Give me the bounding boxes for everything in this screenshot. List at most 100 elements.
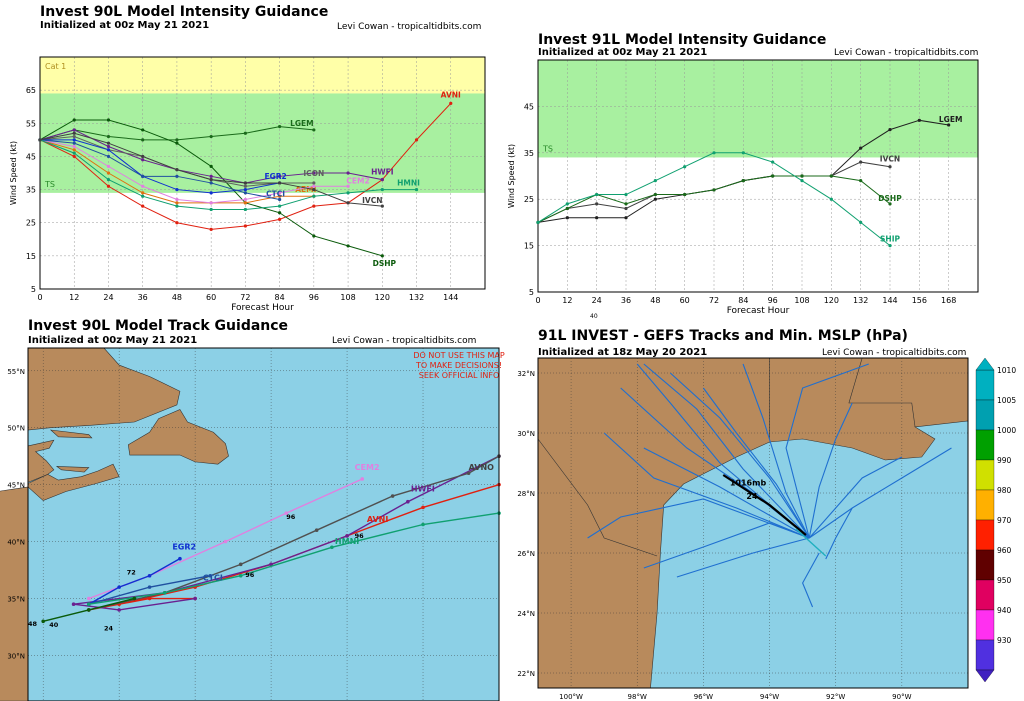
panel-title: Invest 91L Model Intensity Guidance	[538, 32, 827, 48]
ensemble-track	[802, 552, 820, 608]
colorbar-segment	[975, 519, 995, 551]
series-label-ivcn: IVCN	[362, 196, 382, 205]
track-panel-90l: Invest 90L Model Track Guidance Initiali…	[0, 318, 510, 701]
gefs-panel-91l: 91L INVEST - GEFS Tracks and Min. MSLP (…	[510, 318, 1024, 701]
warning-text: SEEK OFFICIAL INFO	[419, 371, 500, 380]
colorbar-tick-label: 1010	[997, 366, 1016, 375]
data-point-ship	[595, 192, 599, 197]
data-point-ivcn	[346, 201, 350, 205]
track-point-hwfi	[71, 602, 76, 607]
data-point-aemi	[175, 201, 179, 205]
track-point-hwfi	[406, 499, 410, 504]
lon-tick-label: 90°W	[892, 693, 911, 701]
data-point-avni	[141, 204, 145, 208]
data-point-hmni	[141, 194, 145, 198]
data-point-ship	[624, 192, 628, 197]
data-point-hmni	[312, 194, 316, 198]
track-label: AVNO	[469, 463, 495, 472]
data-point-dshp	[278, 211, 282, 215]
data-point-dshp	[888, 202, 892, 206]
data-point-ctci	[141, 174, 145, 178]
data-point-lgem	[175, 138, 179, 142]
data-point-dshp	[175, 141, 179, 145]
data-point-lgem	[243, 131, 247, 135]
series-label-lgem: LGEM	[939, 115, 963, 124]
data-point-cem2	[312, 184, 316, 188]
warning-text: DO NOT USE THIS MAP	[413, 351, 505, 360]
y-tick-label: 55	[26, 119, 36, 128]
series-label-icon: ICON	[303, 169, 324, 178]
newfoundland-landmass	[127, 409, 229, 465]
lon-tick-label: 100°W	[559, 693, 583, 701]
colorbar-segment	[975, 489, 995, 521]
series-line-hmni	[39, 139, 417, 210]
colorbar-tick-label: 980	[997, 486, 1012, 495]
x-tick-label: 24	[103, 293, 113, 302]
band-ts	[538, 60, 978, 158]
data-point-cem2	[243, 197, 247, 202]
track-point-egr2	[117, 585, 121, 589]
data-point-lgem	[595, 216, 599, 220]
y-tick-label: 15	[26, 252, 36, 261]
data-point-aemi	[278, 194, 282, 198]
data-point-cem2	[175, 197, 179, 202]
panel-credit: Levi Cowan - tropicaltidbits.com	[834, 48, 979, 58]
band-label: TS	[542, 144, 553, 153]
series-line-egr2	[40, 139, 280, 194]
data-point-lgem	[653, 197, 657, 201]
data-point-ctci	[72, 141, 76, 145]
data-point-ctci	[106, 154, 111, 159]
x-tick-label: 0	[535, 296, 540, 305]
data-point-hmni	[106, 178, 111, 182]
data-point-avni	[209, 227, 213, 231]
ensemble-track	[669, 372, 810, 539]
data-point-ivcn	[595, 202, 599, 206]
y-tick-label: 25	[524, 195, 534, 204]
lat-tick-label: 22°N	[517, 670, 535, 678]
colorbar-arrow-top	[975, 357, 995, 371]
band-label: Cat 1	[45, 62, 66, 71]
intensity-panel-90l: Invest 90L Model Intensity Guidance Init…	[0, 0, 500, 315]
data-point-ship	[653, 179, 657, 183]
ensemble-track	[676, 537, 810, 578]
lon-tick-label: 96°W	[694, 693, 713, 701]
x-tick-label: 36	[138, 293, 148, 302]
track-label: 72	[127, 569, 136, 577]
gefs-map-91l: 100°W 98°W 96°W 94°W 92°W 90°W 22°N 24°N 26°N 28°…	[517, 357, 1016, 701]
data-point-dshp	[741, 179, 745, 183]
x-tick-label: 108	[794, 296, 809, 305]
y-axis-label: Wind Speed (kt)	[507, 144, 516, 208]
data-point-icon	[312, 181, 316, 185]
data-point-hwfi	[312, 171, 316, 175]
x-tick-label: 48	[172, 293, 182, 302]
lat-tick-label: 30°N	[7, 652, 25, 660]
intensity-panel-91l: Invest 91L Model Intensity Guidance Init…	[500, 0, 1024, 320]
series-label-egr2: EGR2	[264, 172, 286, 181]
data-point-hwfi	[106, 144, 111, 149]
data-point-egr2	[209, 191, 213, 195]
ensemble-track	[825, 507, 853, 560]
data-point-ivcn	[243, 181, 247, 185]
labrador-landmass	[27, 347, 181, 431]
colorbar-tick-label: 940	[997, 606, 1012, 615]
track-label: 96	[286, 513, 296, 521]
x-tick-label: 84	[275, 293, 285, 302]
nova-scotia-landmass	[27, 463, 120, 501]
data-point-egr2	[72, 138, 76, 142]
data-point-ctci	[243, 191, 247, 195]
plot-frame	[39, 56, 486, 290]
data-point-lgem	[106, 134, 111, 139]
data-point-ship	[829, 197, 833, 201]
panel-title: Invest 90L Model Track Guidance	[28, 318, 289, 334]
series-label-avni: AVNI	[441, 90, 461, 99]
data-point-ship	[565, 202, 569, 206]
track-line-hwfi	[73, 455, 500, 611]
data-point-dshp	[712, 188, 716, 192]
data-point-ctci	[209, 181, 213, 185]
data-point-cem2	[209, 201, 213, 205]
track-point-trk3	[132, 596, 137, 601]
intensity-chart-91l: TS 5 15 25 35 45 0 12 24 36 48 60 72 84 96 108 120 132 144…	[507, 59, 979, 315]
ensemble-track	[742, 363, 810, 539]
track-label: EGR2	[172, 543, 196, 552]
lat-tick-label: 32°N	[517, 370, 535, 378]
